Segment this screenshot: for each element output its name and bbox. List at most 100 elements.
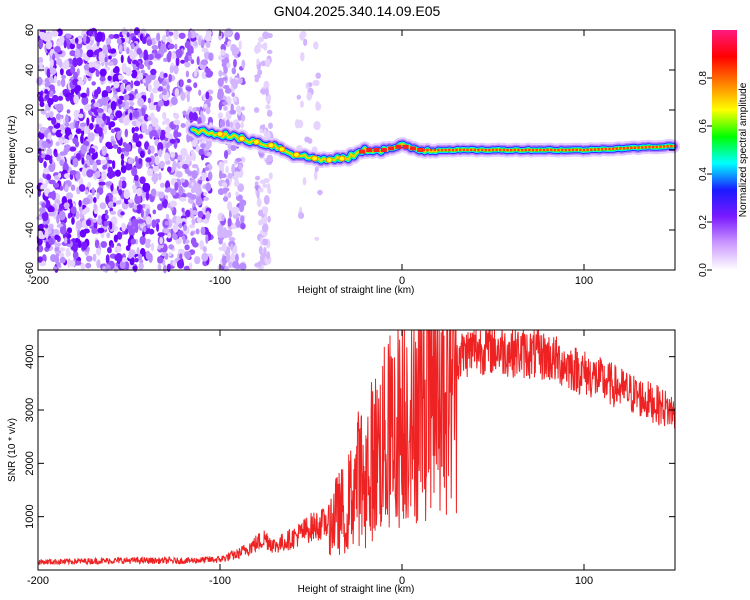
spectrogram-cell: [148, 125, 152, 131]
spectrogram-cell: [149, 155, 156, 165]
spectrogram-cell: [120, 153, 125, 160]
spectrogram-cell: [221, 182, 228, 188]
spectrogram-cell: [96, 116, 100, 125]
spectrogram-cell: [64, 122, 70, 127]
spectrogram-cell: [254, 175, 261, 181]
spectrogram-cell: [304, 136, 310, 143]
spectrogram-cell: [119, 260, 126, 270]
spectrogram-cell: [294, 118, 300, 129]
spectrogram-cell: [132, 62, 137, 71]
spectrogram-cell: [140, 208, 144, 218]
spectrogram-cell: [99, 68, 107, 77]
ridge-core: [419, 148, 422, 152]
spectrogram-cell: [157, 100, 164, 107]
spectrogram-cell: [158, 171, 162, 181]
spectrogram-cell: [152, 165, 160, 172]
spectrogram-cell: [217, 228, 224, 239]
spectrogram-cell: [105, 85, 112, 93]
spectrogram-cell: [259, 128, 263, 134]
spectrogram-cell: [315, 101, 320, 111]
spectrogram-cell: [205, 34, 213, 42]
spectrogram-cell: [222, 196, 229, 202]
spectrogram-cell: [113, 188, 117, 195]
spectrogram-cell: [53, 75, 57, 84]
spectrogram-cell: [83, 126, 90, 134]
spectrogram-cell: [191, 163, 199, 169]
spectrogram-cell: [191, 139, 198, 148]
spectrogram-cell: [39, 62, 43, 70]
spectrogram-cell: [120, 83, 125, 93]
spectrogram-cell: [81, 52, 87, 58]
spectrogram-cell: [240, 222, 246, 230]
spectrogram-cell: [138, 262, 144, 270]
spectrogram-cell: [79, 229, 87, 238]
spectrogram-cell: [240, 121, 244, 129]
spectrogram-cell: [313, 41, 319, 50]
spectrogram-cell: [70, 206, 77, 215]
spectrogram-cell: [107, 107, 113, 115]
spectrogram-cell: [37, 31, 44, 37]
spectrogram-cell: [43, 154, 52, 161]
spectrogram-cell: [59, 225, 67, 235]
spectrogram-cell: [173, 119, 181, 126]
spectrogram-cell: [102, 105, 108, 112]
spectrogram-cell: [95, 247, 102, 256]
ridge-core: [662, 145, 666, 148]
spectrogram-cell: [45, 112, 50, 119]
snr-y-ticks: 1000 2000 3000 4000: [24, 344, 675, 529]
spectrogram-cell: [136, 47, 143, 55]
spectrogram-cell: [81, 157, 85, 165]
spectrogram-cell: [39, 101, 45, 108]
spectrogram-cell: [59, 92, 63, 97]
spectrogram-cell: [44, 229, 49, 239]
spectrogram-cell: [165, 132, 172, 139]
spectrogram-cell: [174, 87, 180, 98]
spectrogram-cell: [105, 264, 111, 271]
spectrogram-cell: [230, 144, 237, 152]
spectrogram-cell: [50, 59, 54, 68]
spectrogram-cell: [77, 80, 85, 86]
spectrogram-cell: [172, 231, 177, 240]
spectrogram-cell: [64, 93, 70, 98]
spectrogram-cell: [148, 60, 153, 66]
spectrogram-cell: [86, 49, 94, 58]
spectrogram-cell: [200, 143, 206, 149]
spectrogram-cell: [197, 210, 204, 218]
spectrogram-cell: [103, 124, 108, 135]
spectrogram-cell: [167, 232, 172, 239]
spectrogram-cell: [188, 224, 196, 229]
spectrogram-cell: [72, 157, 79, 168]
spectrogram-cell: [74, 37, 79, 44]
spectrogram-cell: [112, 73, 119, 84]
spectrogram-cell: [162, 88, 168, 96]
spectrogram-cell: [218, 101, 223, 111]
spectrogram-cell: [41, 154, 46, 159]
spectrogram-cell: [59, 185, 64, 191]
ridge-core: [648, 145, 651, 149]
spectrogram-cell: [79, 122, 87, 127]
spectrogram-cell: [228, 261, 233, 269]
spectrogram-cell: [151, 44, 159, 50]
spectrogram-cell: [191, 170, 198, 179]
spectrogram-cell: [80, 92, 88, 98]
spectrogram-cell: [93, 203, 97, 211]
spectrogram-cell: [75, 211, 80, 220]
spectrogram-cell: [72, 250, 79, 260]
spectrogram-cell: [138, 133, 143, 139]
spectrogram-cell: [127, 157, 134, 164]
spectrogram-cell: [37, 223, 44, 233]
spectrogram-cell: [44, 88, 49, 94]
spectrogram-cell: [157, 232, 165, 237]
spectrogram-cell: [238, 40, 242, 50]
ridge-core: [633, 146, 637, 149]
spectrogram-cell: [80, 144, 88, 155]
spectrogram-cell: [166, 37, 171, 44]
spectrogram-cell: [297, 212, 305, 219]
spectrogram-cell: [90, 36, 95, 41]
ridge-core: [426, 148, 429, 152]
ridge-core: [466, 148, 469, 152]
spectrogram-cell: [260, 88, 267, 95]
spectrogram-cell: [170, 96, 178, 106]
spectrogram-cell: [147, 83, 152, 93]
spectrogram-cell: [167, 50, 172, 59]
